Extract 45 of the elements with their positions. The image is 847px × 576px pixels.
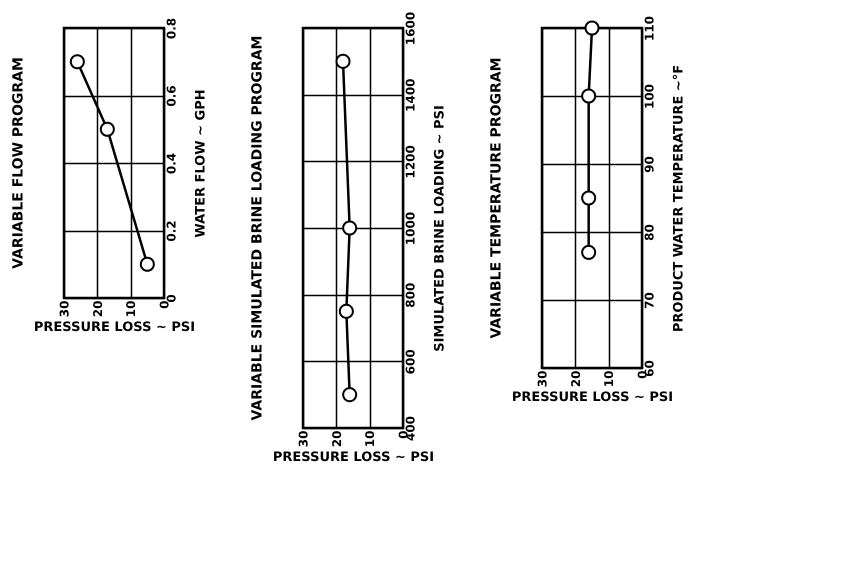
point (338, 304, 354, 319)
x-tick-label: 30 (536, 370, 550, 388)
x-tick-label: 30 (58, 300, 72, 318)
text: VARIABLE TEMPERATURE PROGRAM (488, 57, 504, 339)
x-tick-label: 0 (158, 300, 172, 309)
text: VARIABLE SIMULATED BRINE LOADING PROGRAM (249, 36, 266, 420)
y-axis-title: WATER FLOW ~ GPH (194, 89, 208, 238)
text: VARIABLE FLOW PROGRAM (10, 57, 26, 269)
point (581, 88, 596, 104)
point (342, 387, 358, 402)
y-tick-label: 1000 (404, 212, 418, 246)
y-tick-label: 0.2 (164, 220, 178, 242)
point (140, 256, 155, 272)
x-tick-label: 10 (124, 300, 138, 318)
y-tick-label: 1400 (404, 78, 418, 112)
x-axis-title: PRESSURE LOSS ~ PSI (272, 450, 434, 466)
x-tick-label: 10 (602, 370, 616, 388)
point (584, 20, 600, 36)
x-tick-label: 20 (568, 370, 583, 388)
y-tick-label: 70 (642, 292, 656, 309)
point (335, 54, 351, 69)
y-axis-title: PRODUCT WATER TEMPERATURE ~°F (672, 64, 686, 332)
y-tick-label: 80 (642, 224, 656, 241)
y-tick-label: 0.4 (164, 152, 178, 174)
y-axis-title: SIMULATED BRINE LOADING ~ PSI (432, 105, 448, 352)
x-tick-label: 20 (90, 300, 105, 318)
x-tick-label: 30 (296, 430, 310, 448)
y-tick-label: 1600 (404, 12, 418, 46)
x-tick-label: 10 (363, 430, 378, 448)
y-tick-label: 1200 (404, 145, 418, 179)
y-tick-label: 600 (404, 349, 418, 374)
point (70, 54, 85, 70)
y-tick-label: 110 (642, 16, 656, 42)
x-axis-title: PRESSURE LOSS ~ PSI (34, 320, 196, 336)
y-tick-label: 100 (642, 84, 656, 110)
y-tick-label: 0.6 (164, 85, 178, 107)
point (100, 122, 115, 137)
point (581, 244, 596, 260)
x-axis-title: PRESSURE LOSS ~ PSI (512, 390, 674, 406)
y-tick-label: 90 (642, 156, 656, 173)
x-tick-label: 20 (330, 430, 344, 448)
y-tick-label: 800 (404, 282, 418, 308)
y-tick-label: 0.8 (164, 18, 178, 40)
point (581, 190, 596, 206)
point (342, 220, 358, 236)
